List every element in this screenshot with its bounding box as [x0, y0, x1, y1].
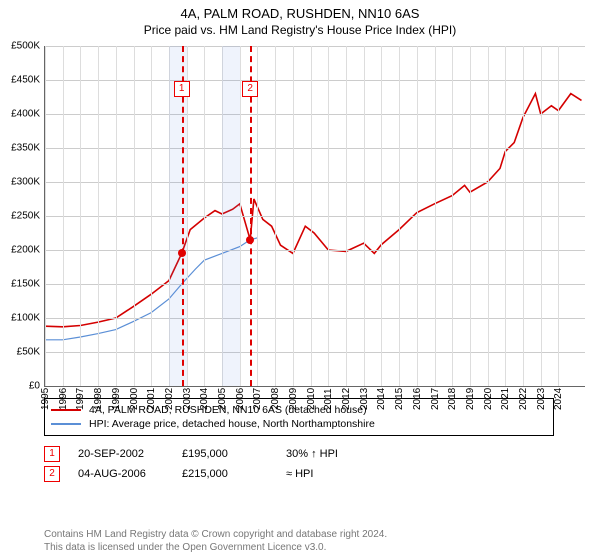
y-tick-label: £250K [0, 211, 40, 222]
sale-marker-box: 2 [242, 81, 258, 97]
legend-label-1: 4A, PALM ROAD, RUSHDEN, NN10 6AS (detach… [89, 404, 367, 416]
gridline-v [116, 46, 117, 386]
gridline-h [45, 182, 585, 183]
year-band [222, 46, 240, 386]
gridline-h [45, 250, 585, 251]
sale-row: 1 20-SEP-2002 £195,000 30% ↑ HPI [44, 444, 554, 464]
gridline-h [45, 318, 585, 319]
sale-marker-box: 1 [174, 81, 190, 97]
gridline-v [134, 46, 135, 386]
gridline-v [452, 46, 453, 386]
y-tick-label: £150K [0, 279, 40, 290]
footer-attribution: Contains HM Land Registry data © Crown c… [44, 528, 564, 554]
chart-title: 4A, PALM ROAD, RUSHDEN, NN10 6AS [0, 0, 600, 21]
gridline-h [45, 284, 585, 285]
y-tick-label: £50K [0, 347, 40, 358]
legend-item-property: 4A, PALM ROAD, RUSHDEN, NN10 6AS (detach… [51, 403, 547, 417]
y-tick-label: £400K [0, 109, 40, 120]
sale-index-box: 1 [44, 446, 60, 462]
y-tick-label: £300K [0, 177, 40, 188]
gridline-v [311, 46, 312, 386]
gridline-v [98, 46, 99, 386]
chart-container: 4A, PALM ROAD, RUSHDEN, NN10 6AS Price p… [0, 0, 600, 560]
gridline-v [346, 46, 347, 386]
gridline-v [470, 46, 471, 386]
sale-delta: ≈ HPI [286, 468, 372, 480]
gridline-v [240, 46, 241, 386]
legend: 4A, PALM ROAD, RUSHDEN, NN10 6AS (detach… [44, 398, 554, 436]
legend-item-hpi: HPI: Average price, detached house, Nort… [51, 417, 547, 431]
gridline-h [45, 352, 585, 353]
gridline-v [151, 46, 152, 386]
y-tick-label: £450K [0, 75, 40, 86]
sale-date: 04-AUG-2006 [78, 468, 164, 480]
gridline-v [523, 46, 524, 386]
y-tick-label: £100K [0, 313, 40, 324]
gridline-v [541, 46, 542, 386]
gridline-v [558, 46, 559, 386]
gridline-h [45, 114, 585, 115]
plot-area: 12 [44, 46, 585, 387]
sale-marker-dot [246, 236, 254, 244]
gridline-h [45, 216, 585, 217]
gridline-v [417, 46, 418, 386]
sale-records: 1 20-SEP-2002 £195,000 30% ↑ HPI 2 04-AUG-200… [44, 444, 554, 484]
gridline-v [435, 46, 436, 386]
sale-price: £215,000 [182, 468, 268, 480]
gridline-h [45, 148, 585, 149]
sale-marker-dot [178, 249, 186, 257]
y-tick-label: £0 [0, 381, 40, 392]
gridline-v [488, 46, 489, 386]
y-tick-label: £500K [0, 41, 40, 52]
y-tick-label: £350K [0, 143, 40, 154]
gridline-v [80, 46, 81, 386]
y-tick-label: £200K [0, 245, 40, 256]
legend-label-2: HPI: Average price, detached house, Nort… [89, 418, 375, 430]
gridline-h [45, 46, 585, 47]
gridline-v [364, 46, 365, 386]
gridline-v [505, 46, 506, 386]
gridline-v [293, 46, 294, 386]
sale-row: 2 04-AUG-2006 £215,000 ≈ HPI [44, 464, 554, 484]
gridline-v [204, 46, 205, 386]
series-property [45, 94, 582, 327]
gridline-v [328, 46, 329, 386]
gridline-v [63, 46, 64, 386]
footer-line1: Contains HM Land Registry data © Crown c… [44, 529, 387, 540]
sale-index-box: 2 [44, 466, 60, 482]
sale-delta: 30% ↑ HPI [286, 448, 372, 460]
gridline-v [381, 46, 382, 386]
footer-line2: This data is licensed under the Open Gov… [44, 542, 326, 553]
gridline-h [45, 80, 585, 81]
gridline-v [45, 46, 46, 386]
gridline-v [275, 46, 276, 386]
gridline-v [399, 46, 400, 386]
x-tick-label: 2024 [553, 388, 564, 410]
sale-price: £195,000 [182, 448, 268, 460]
sale-date: 20-SEP-2002 [78, 448, 164, 460]
chart-subtitle: Price paid vs. HM Land Registry's House … [0, 21, 600, 37]
